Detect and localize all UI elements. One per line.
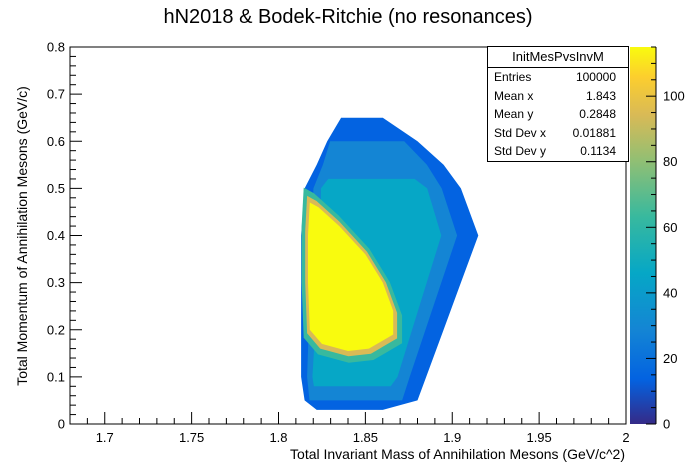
heatmap-core-region xyxy=(308,202,394,351)
stats-mean-x-row: Mean x 1.843 xyxy=(488,87,628,106)
y-tick-label: 0.6 xyxy=(47,134,65,149)
y-tick-label: 0 xyxy=(58,417,65,432)
stats-std-y-row: Std Dev y 0.1134 xyxy=(488,142,628,161)
stats-label: Std Dev y xyxy=(494,144,547,158)
colorbar-tick-label: 60 xyxy=(663,220,677,235)
colorbar-tick-label: 100 xyxy=(663,89,685,104)
x-tick-label: 1.8 xyxy=(269,430,287,445)
colorbar-tick-label: 0 xyxy=(663,417,670,432)
colorbar-tick-label: 40 xyxy=(663,285,677,300)
stats-entries-row: Entries 100000 xyxy=(488,68,628,87)
x-tick-label: 1.85 xyxy=(353,430,378,445)
stats-mean-y-row: Mean y 0.2848 xyxy=(488,105,628,124)
stats-value: 0.2848 xyxy=(579,107,616,121)
stats-value: 100000 xyxy=(575,70,616,84)
y-tick-label: 0.1 xyxy=(47,369,65,384)
colorbar-tick-label: 80 xyxy=(663,154,677,169)
stats-value: 1.843 xyxy=(585,88,616,103)
y-tick-label: 0.4 xyxy=(47,228,65,243)
x-tick-label: 1.7 xyxy=(96,430,114,445)
stats-label: Mean y xyxy=(494,107,534,121)
y-tick-label: 0.2 xyxy=(47,322,65,337)
stats-label: Entries xyxy=(494,70,532,84)
colorbar-axis: 0 20 40 60 80 100 xyxy=(646,46,685,432)
x-axis-label: Total Invariant Mass of Annihilation Mes… xyxy=(290,446,625,462)
x-tick-label: 1.75 xyxy=(179,430,204,445)
y-tick-label: 0.8 xyxy=(47,40,65,55)
stats-label: Mean x xyxy=(494,88,534,103)
stats-value: 0.1134 xyxy=(580,144,616,158)
colorbar-tick-label: 20 xyxy=(663,351,677,366)
x-tick-label: 1.9 xyxy=(443,430,461,445)
stats-std-x-row: Std Dev x 0.01881 xyxy=(488,124,628,143)
stats-box: InitMesPvsInvM Entries 100000 Mean x 1.843… xyxy=(487,46,629,162)
y-axis-label: Total Momentum of Annihilation Mesons (G… xyxy=(14,86,30,386)
y-tick-label: 0.5 xyxy=(47,181,65,196)
stats-value: 0.01881 xyxy=(572,125,616,140)
y-tick-label: 0.7 xyxy=(47,87,65,102)
stats-label: Std Dev x xyxy=(494,125,547,140)
y-tick-label: 0.3 xyxy=(47,275,65,290)
stats-box-title: InitMesPvsInvM xyxy=(488,47,628,68)
chart-title: hN2018 & Bodek-Ritchie (no resonances) xyxy=(163,6,533,28)
colorbar xyxy=(630,47,656,424)
x-tick-label: 2 xyxy=(622,430,629,445)
y-axis: 0 0.1 0.2 0.3 0.4 0.5 0.6 0.7 0.8 xyxy=(47,40,82,432)
x-tick-label: 1.95 xyxy=(526,430,551,445)
x-axis: 1.7 1.75 1.8 1.85 1.9 1.95 2 xyxy=(69,412,630,445)
